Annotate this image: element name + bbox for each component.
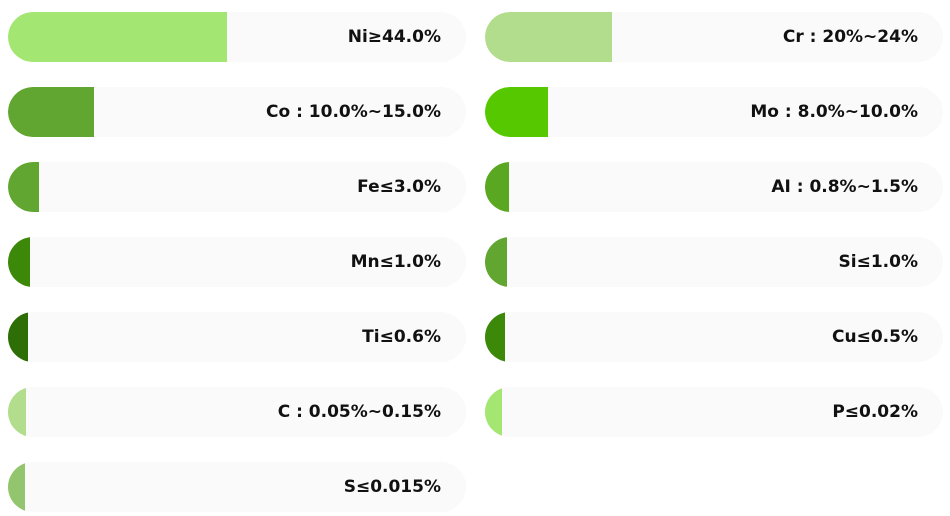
bar-track: S≤0.015% <box>8 462 466 512</box>
bar-fill <box>8 462 25 512</box>
bar-fill <box>8 12 227 62</box>
bar-track: Mn≤1.0% <box>8 237 466 287</box>
bar-fill <box>8 237 30 287</box>
bar-track: Ni≥44.0% <box>8 12 466 62</box>
bar-label: AI : 0.8%~1.5% <box>771 177 918 197</box>
bar-label: C : 0.05%~0.15% <box>277 402 441 422</box>
bar-track: Ti≤0.6% <box>8 312 466 362</box>
bar-label: Cu≤0.5% <box>832 327 918 347</box>
bar-label: Co : 10.0%~15.0% <box>266 102 441 122</box>
bar-fill <box>8 87 95 137</box>
bar-label: P≤0.02% <box>832 402 918 422</box>
bar-label: Ti≤0.6% <box>362 327 441 347</box>
bar-track: Cu≤0.5% <box>485 312 943 362</box>
bar-fill <box>8 387 26 437</box>
bar-fill <box>485 162 509 212</box>
bar-track: C : 0.05%~0.15% <box>8 387 466 437</box>
bar-label: Ni≥44.0% <box>347 27 441 47</box>
bar-label: Mn≤1.0% <box>350 252 441 272</box>
bar-track: Fe≤3.0% <box>8 162 466 212</box>
bar-fill <box>485 387 502 437</box>
bar-track: P≤0.02% <box>485 387 943 437</box>
bar-track: AI : 0.8%~1.5% <box>485 162 943 212</box>
bar-fill <box>8 312 29 362</box>
bar-fill <box>485 12 612 62</box>
bar-fill <box>485 312 506 362</box>
bar-fill <box>8 162 40 212</box>
bar-track: Co : 10.0%~15.0% <box>8 87 466 137</box>
bar-track: Cr : 20%~24% <box>485 12 943 62</box>
bar-fill <box>485 87 549 137</box>
bar-track: Mo : 8.0%~10.0% <box>485 87 943 137</box>
bar-label: Si≤1.0% <box>838 252 918 272</box>
bar-label: Mo : 8.0%~10.0% <box>750 102 918 122</box>
bar-label: S≤0.015% <box>343 477 441 497</box>
bar-track: Si≤1.0% <box>485 237 943 287</box>
bar-label: Fe≤3.0% <box>357 177 441 197</box>
bar-fill <box>485 237 507 287</box>
bar-label: Cr : 20%~24% <box>782 27 918 47</box>
